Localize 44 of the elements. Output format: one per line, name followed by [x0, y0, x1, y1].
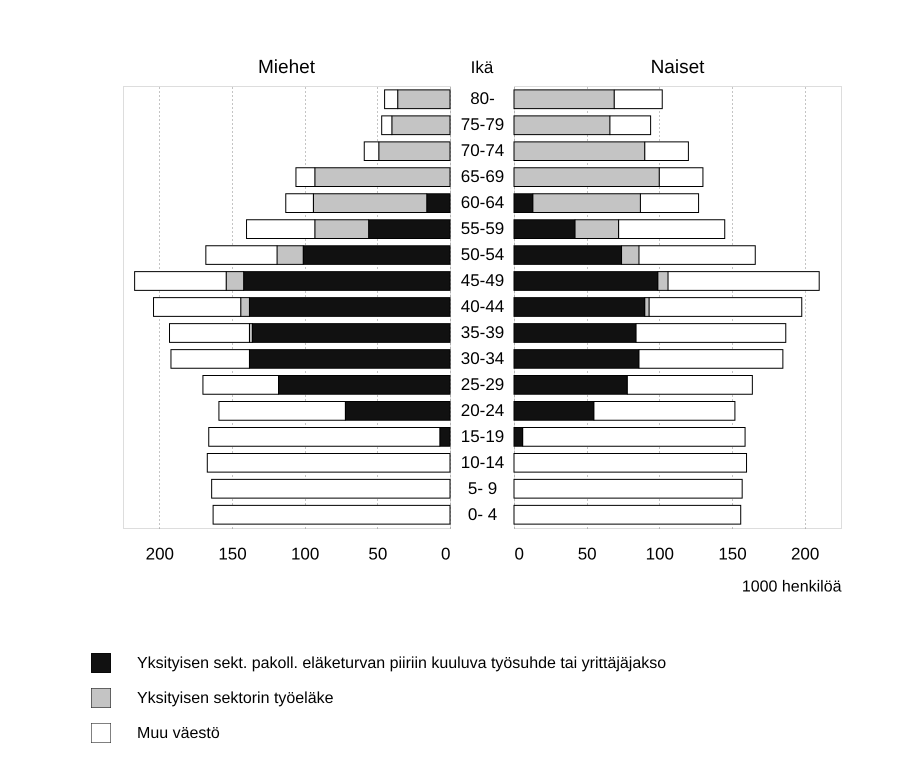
y-tick-label: 60-64	[460, 193, 504, 212]
x-tick-label: 100	[290, 544, 320, 564]
bar	[514, 478, 743, 499]
y-tick-label: 10-14	[460, 452, 504, 472]
bar	[514, 504, 742, 525]
y-tick-label: 75-79	[460, 115, 504, 134]
y-tick-label: 55-59	[460, 219, 504, 238]
y-tick-label: 45-49	[460, 271, 504, 290]
y-axis-title: Ikä	[470, 58, 494, 77]
y-tick-label: 35-39	[460, 322, 504, 342]
x-tick-label: 150	[218, 544, 247, 564]
bar	[169, 323, 250, 343]
x-tick-label: 200	[146, 544, 174, 564]
y-tick-label: 65-69	[460, 167, 504, 186]
bar	[514, 297, 646, 317]
chart-title: Naiset	[650, 57, 706, 78]
bar	[514, 452, 748, 473]
y-tick-label: 5- 9	[468, 478, 498, 498]
chart-title: Miehet	[258, 57, 316, 78]
bar	[648, 297, 802, 317]
bar	[211, 478, 450, 499]
legend-label: Yksityisen sektorin työeläke	[137, 690, 334, 707]
y-tick-label: 0- 4	[468, 504, 498, 524]
y-tick-label: 30-34	[460, 348, 504, 368]
y-tick-label: 15-19	[460, 426, 504, 446]
y-tick-label: 40-44	[460, 297, 504, 316]
bar	[252, 323, 450, 343]
y-tick-label: 20-24	[460, 400, 504, 420]
x-tick-label: 150	[718, 544, 747, 564]
x-tick-label: 200	[790, 544, 820, 564]
bar	[212, 504, 450, 525]
y-tick-label: 50-54	[460, 245, 504, 264]
y-tick-label: 80-	[470, 89, 495, 108]
bar	[206, 452, 450, 473]
y-tick-label: 70-74	[460, 141, 504, 160]
x-tick-label: 0	[514, 544, 524, 564]
x-tick-label: 0	[441, 544, 450, 564]
legend-label: Yksityisen sekt. pakoll. eläketurvan piiriin kuuluva työsuhde tai yrittäjäjakso	[137, 655, 666, 672]
x-tick-label: 50	[578, 544, 597, 564]
x-tick-label: 50	[368, 544, 388, 564]
x-tick-label: 100	[646, 544, 674, 564]
legend-label: Muu väestö	[137, 725, 220, 742]
x-axis-title: 1000 henkilöä	[742, 578, 842, 596]
y-tick-label: 25-29	[460, 374, 504, 394]
